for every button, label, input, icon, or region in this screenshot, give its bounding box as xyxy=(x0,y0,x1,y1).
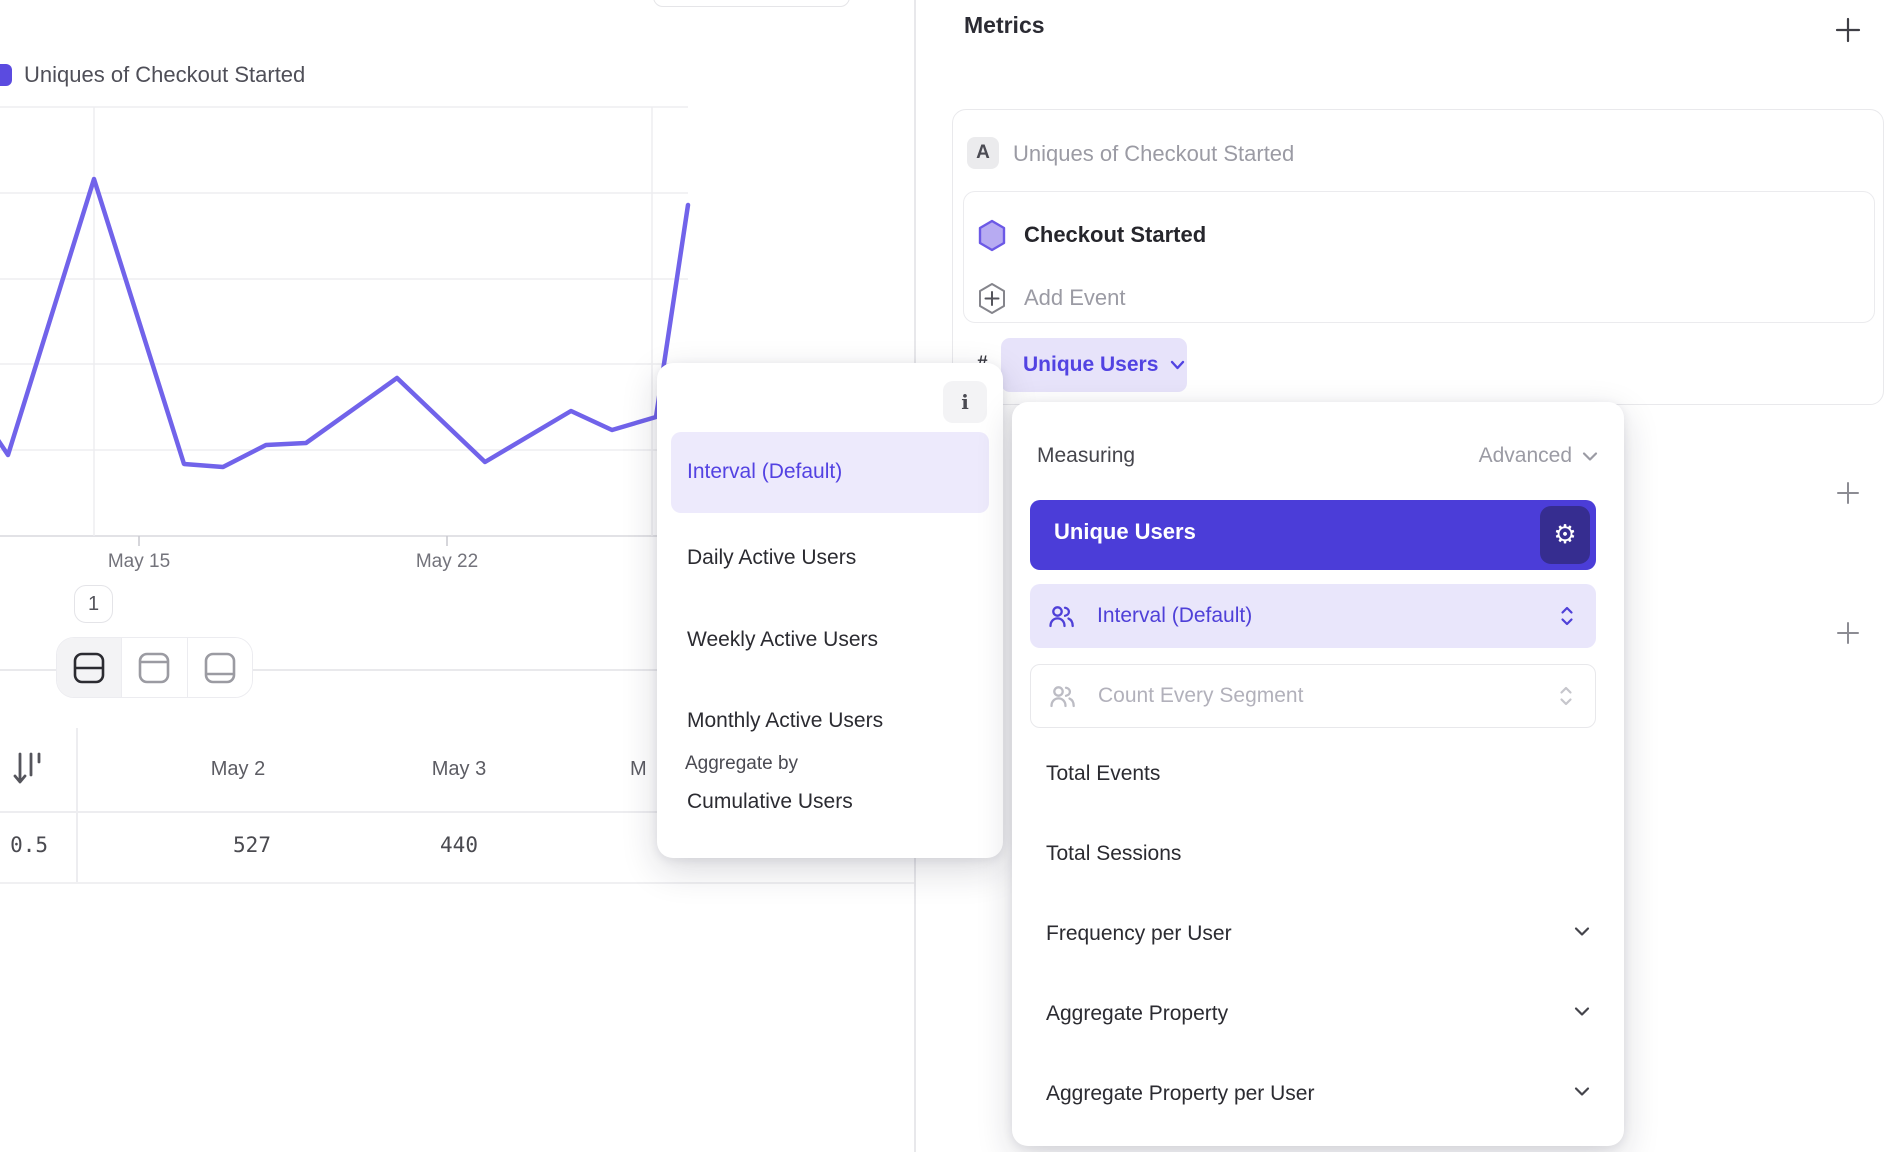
x-axis-tick-may22: May 22 xyxy=(415,551,479,572)
measure-chip-label: Unique Users xyxy=(1023,353,1159,376)
panel-bottom-icon xyxy=(204,652,236,683)
add-event-label: Add Event xyxy=(1024,285,1126,310)
add-event-hexagon-icon xyxy=(979,282,1005,314)
option-cumulative-users[interactable]: Cumulative Users xyxy=(687,790,853,813)
event-card: Checkout Started Add Event xyxy=(963,191,1875,323)
event-name: Checkout Started xyxy=(1024,222,1207,247)
line-chart-canvas xyxy=(0,106,691,546)
measuring-popover: Measuring Advanced Unique Users ⚙ Interv… xyxy=(1012,402,1624,1146)
toggle-panel-top[interactable] xyxy=(122,638,188,697)
x-axis-tick-may15: May 15 xyxy=(107,551,171,572)
selected-option-highlight xyxy=(671,432,989,513)
add-event-row[interactable]: Add Event xyxy=(978,281,1126,315)
chevrons-up-down-icon xyxy=(1560,686,1572,706)
event-row[interactable]: Checkout Started xyxy=(978,218,1206,252)
chevron-down-icon xyxy=(1582,451,1598,461)
metric-card-title[interactable]: Uniques of Checkout Started xyxy=(1013,141,1295,166)
aggregate-by-popover: Aggregate by i Interval (Default) Daily … xyxy=(657,363,1003,858)
hexagon-event-icon xyxy=(978,219,1006,251)
chart-legend: Uniques of Checkout Started xyxy=(0,62,305,88)
users-icon xyxy=(1049,605,1074,627)
measure-selector-chip[interactable]: Unique Users xyxy=(1001,338,1187,392)
line-chart[interactable]: May 15 May 22 xyxy=(0,0,916,600)
series-legend-label: Uniques of Checkout Started xyxy=(24,62,306,87)
aggregate-property-label: Aggregate Property xyxy=(1046,1002,1229,1025)
option-aggregate-property-per-user[interactable]: Aggregate Property per User xyxy=(1046,1079,1590,1109)
option-daily-active-users[interactable]: Daily Active Users xyxy=(687,546,857,569)
option-total-events[interactable]: Total Events xyxy=(1046,762,1161,785)
count-every-segment-row[interactable]: Count Every Segment xyxy=(1030,664,1596,728)
advanced-label: Advanced xyxy=(1478,444,1572,467)
chevron-down-icon xyxy=(1574,1087,1590,1096)
table-row-border xyxy=(0,882,915,884)
option-aggregate-property[interactable]: Aggregate Property xyxy=(1046,999,1590,1029)
chevron-down-icon xyxy=(1574,1007,1590,1016)
table-header-border xyxy=(0,811,915,813)
series-count-chip[interactable]: 1 xyxy=(74,585,113,623)
aggregate-property-per-user-label: Aggregate Property per User xyxy=(1046,1082,1315,1105)
unique-users-label: Unique Users xyxy=(1054,519,1196,544)
users-icon xyxy=(1050,685,1075,707)
metric-card: A Uniques of Checkout Started Checkout S… xyxy=(952,109,1884,405)
unique-users-selected-button[interactable]: Unique Users ⚙ xyxy=(1030,500,1596,570)
chevrons-up-down-icon xyxy=(1561,606,1573,626)
gear-icon[interactable]: ⚙ xyxy=(1540,506,1590,564)
table-header-clipped[interactable]: M xyxy=(630,758,647,780)
toggle-split-horizontal[interactable] xyxy=(57,638,123,697)
toggle-panel-bottom[interactable] xyxy=(187,638,252,697)
advanced-mode-dropdown[interactable]: Advanced xyxy=(1479,444,1598,468)
option-weekly-active-users[interactable]: Weekly Active Users xyxy=(687,628,878,651)
table-header-may3[interactable]: May 3 xyxy=(431,758,487,780)
interval-default-label: Interval (Default) xyxy=(1097,604,1253,627)
metric-badge: A xyxy=(967,137,999,169)
chart-table-divider xyxy=(0,669,915,671)
split-horizontal-icon xyxy=(73,652,105,683)
option-total-sessions[interactable]: Total Sessions xyxy=(1046,842,1182,865)
chevron-down-icon xyxy=(1574,927,1590,936)
measuring-title: Measuring xyxy=(1037,444,1136,467)
sort-descending-icon[interactable] xyxy=(12,751,42,789)
panel-top-icon xyxy=(139,652,170,683)
add-metric-plus-icon[interactable] xyxy=(1834,16,1862,44)
option-frequency-per-user[interactable]: Frequency per User xyxy=(1046,919,1590,949)
add-breakdown-plus-icon[interactable] xyxy=(1834,619,1862,647)
option-interval-default[interactable]: Interval (Default) xyxy=(687,460,843,483)
option-monthly-active-users[interactable]: Monthly Active Users xyxy=(687,709,884,732)
metrics-panel-title: Metrics xyxy=(964,12,1045,38)
table-header-may2[interactable]: May 2 xyxy=(210,758,266,780)
aggregate-by-title: Aggregate by xyxy=(685,753,799,774)
frequency-per-user-label: Frequency per User xyxy=(1046,922,1232,945)
table-cell-may3: 440 xyxy=(440,833,478,857)
add-filter-plus-icon[interactable] xyxy=(1834,479,1862,507)
table-row-label-clipped: 0.5 xyxy=(10,833,48,857)
chevron-down-icon xyxy=(1171,360,1185,370)
info-icon[interactable]: i xyxy=(943,381,987,423)
table-column-divider xyxy=(76,728,78,883)
table-cell-may2: 527 xyxy=(233,833,271,857)
layout-toggle-group xyxy=(56,637,253,698)
interval-default-row[interactable]: Interval (Default) xyxy=(1030,584,1596,648)
series-color-marker xyxy=(0,64,12,86)
count-every-segment-label: Count Every Segment xyxy=(1098,684,1304,707)
